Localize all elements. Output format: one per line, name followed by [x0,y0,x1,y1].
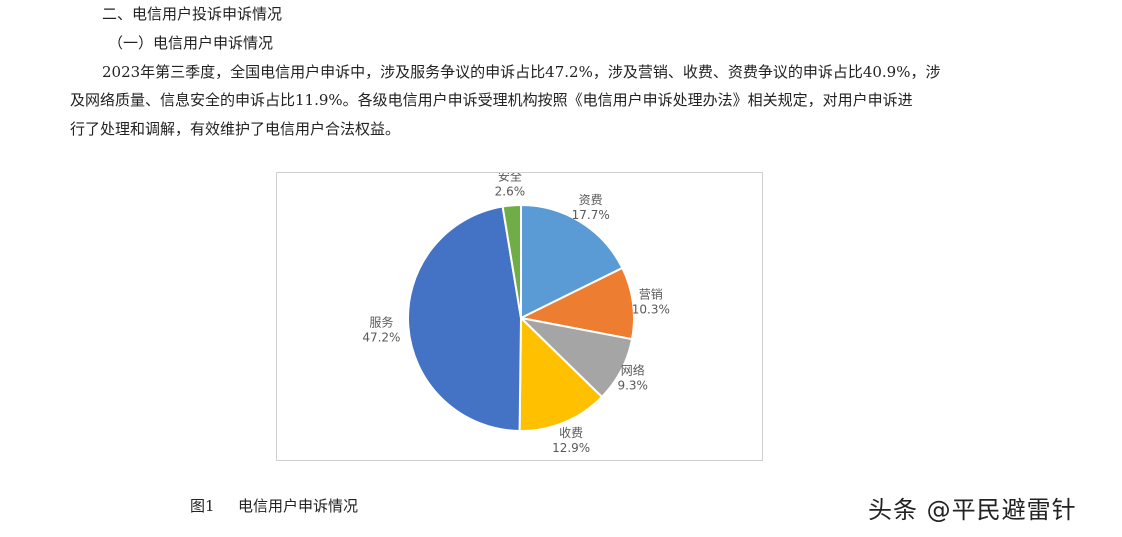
slice-label-1: 营销 [639,287,663,301]
pie-chart-frame: 资费 17.7% 营销 10.3% 网络 9.3% 收费 12.9% 服务 47.2% 安全 2.6% [276,172,763,461]
paragraph-line-2: 及网络质量、信息安全的申诉占比11.9%。各级电信用户申诉受理机构按照《电信用户… [70,91,913,109]
paragraph-line-3: 行了处理和调解，有效维护了电信用户合法权益。 [70,120,401,138]
figure-number: 图1 [190,497,215,515]
pie-slice-4 [407,205,523,433]
slice-label-2: 网络 [621,362,645,377]
figure-title: 电信用户申诉情况 [238,497,359,515]
pie-slice-1 [517,266,635,341]
slice-value-5: 2.6% [495,184,526,198]
pie-slice-0 [520,203,624,320]
slice-value-2: 9.3% [617,378,648,392]
pie-slice-3 [518,315,604,432]
slice-value-4: 47.2% [362,331,400,345]
slice-value-0: 17.7% [572,208,610,222]
section-heading: 二、电信用户投诉申诉情况 [102,5,283,23]
slice-label-4: 服务 [369,315,393,330]
slice-label-3: 收费 [559,426,583,440]
subsection-heading: （一）电信用户申诉情况 [108,34,274,52]
slice-value-1: 10.3% [632,302,670,316]
figure-caption: 图1 电信用户申诉情况 [190,496,358,516]
slice-label-5: 安全 [498,173,522,183]
paragraph-line-1: 2023年第三季度，全国电信用户申诉中，涉及服务争议的申诉占比47.2%，涉及营… [102,63,941,81]
slice-value-3: 12.9% [552,441,590,455]
watermark: 头条 @平民避雷针 [868,496,1077,524]
slice-label-0: 资费 [579,193,603,207]
pie-slice-5 [501,203,522,319]
